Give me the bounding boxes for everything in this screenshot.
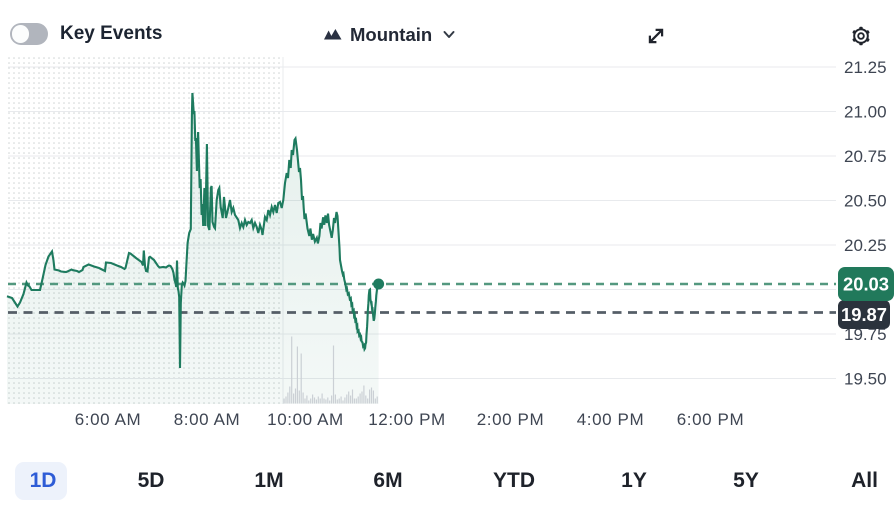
svg-text:21.25: 21.25 <box>844 58 887 77</box>
svg-text:21.00: 21.00 <box>844 103 887 122</box>
svg-text:20.50: 20.50 <box>844 192 887 211</box>
svg-text:20.03: 20.03 <box>843 274 889 295</box>
svg-text:19.75: 19.75 <box>844 325 887 344</box>
svg-text:19.87: 19.87 <box>841 304 887 325</box>
svg-text:20.75: 20.75 <box>844 147 887 166</box>
svg-text:19.50: 19.50 <box>844 370 887 389</box>
svg-text:20.25: 20.25 <box>844 236 887 255</box>
